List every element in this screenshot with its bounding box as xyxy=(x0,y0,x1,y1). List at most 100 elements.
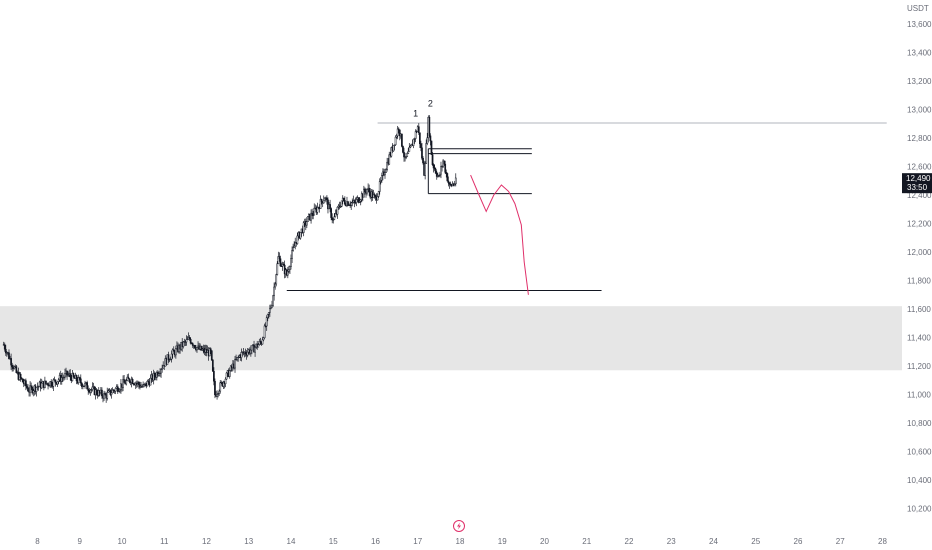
candle xyxy=(344,196,346,206)
candle xyxy=(290,254,292,270)
candle xyxy=(31,385,34,395)
candle xyxy=(398,129,401,141)
candle xyxy=(134,381,137,390)
candle xyxy=(259,337,262,346)
candle xyxy=(372,189,375,199)
candle xyxy=(329,199,331,213)
x-tick-label: 8 xyxy=(35,537,40,546)
candle xyxy=(288,265,290,274)
candle xyxy=(265,315,268,331)
candle xyxy=(200,345,203,351)
x-tick-label: 11 xyxy=(160,537,169,546)
candle xyxy=(269,304,271,317)
candle xyxy=(240,348,243,362)
countdown-value: 33:50 xyxy=(907,183,928,192)
candle xyxy=(364,187,366,195)
candle xyxy=(138,381,140,389)
y-tick-label: 11,000 xyxy=(907,391,931,400)
candle xyxy=(116,384,119,394)
candle xyxy=(114,387,117,395)
candle xyxy=(376,193,379,201)
candle xyxy=(409,145,412,149)
candle xyxy=(64,368,66,380)
candle xyxy=(368,184,371,196)
candle xyxy=(107,388,110,393)
candle xyxy=(131,377,134,385)
candle xyxy=(63,374,65,381)
candle xyxy=(293,241,296,248)
candle xyxy=(254,345,256,357)
candle xyxy=(347,200,349,207)
candle xyxy=(319,195,322,209)
x-tick-label: 28 xyxy=(878,537,887,546)
x-tick-label: 20 xyxy=(540,537,549,546)
candle xyxy=(77,374,80,385)
candle xyxy=(251,345,253,355)
candle xyxy=(262,336,265,342)
candle xyxy=(103,390,105,401)
candle xyxy=(10,353,12,370)
candle xyxy=(66,370,68,380)
candle xyxy=(57,377,60,385)
candle xyxy=(32,388,35,397)
candle xyxy=(415,129,418,134)
candle xyxy=(425,139,428,164)
candle xyxy=(222,380,225,390)
candle xyxy=(447,176,450,187)
candle xyxy=(162,361,165,369)
candle xyxy=(305,217,308,229)
candle xyxy=(91,382,94,392)
lightning-icon[interactable] xyxy=(453,520,465,532)
x-tick-label: 24 xyxy=(709,537,718,546)
candle xyxy=(277,251,280,265)
candle xyxy=(81,382,83,390)
candle xyxy=(201,345,204,352)
candle xyxy=(127,373,130,379)
candle xyxy=(11,362,14,372)
candle xyxy=(159,368,161,377)
candle xyxy=(56,381,59,388)
candle xyxy=(432,163,435,173)
candle xyxy=(119,387,121,394)
x-tick-label: 22 xyxy=(625,537,634,546)
candle xyxy=(29,381,31,397)
candle xyxy=(26,383,28,390)
candle xyxy=(422,156,424,165)
candle xyxy=(167,351,170,363)
candle xyxy=(45,380,47,386)
candle xyxy=(21,378,24,383)
candle xyxy=(86,380,88,390)
candle xyxy=(283,260,286,279)
x-tick-label: 15 xyxy=(329,537,338,546)
candle xyxy=(101,387,103,399)
x-tick-label: 21 xyxy=(582,537,591,546)
candle xyxy=(69,369,72,381)
candle xyxy=(67,371,69,378)
candle xyxy=(250,345,252,357)
candle xyxy=(20,377,23,381)
candle xyxy=(104,391,106,396)
candle xyxy=(123,375,125,383)
candle xyxy=(182,341,185,349)
candle xyxy=(380,172,383,183)
candle xyxy=(312,210,315,220)
candle xyxy=(224,377,227,388)
candle xyxy=(323,197,326,201)
candle xyxy=(448,181,451,189)
candle xyxy=(110,388,113,399)
candle xyxy=(419,132,421,148)
candle xyxy=(275,273,278,287)
candle xyxy=(143,383,146,388)
candle xyxy=(90,388,93,394)
candle xyxy=(429,133,432,146)
x-tick-label: 18 xyxy=(456,537,465,546)
candle xyxy=(351,198,354,207)
candle xyxy=(273,282,275,301)
candle xyxy=(122,375,124,392)
candle xyxy=(296,232,299,245)
y-tick-label: 12,000 xyxy=(907,248,932,257)
candle xyxy=(194,344,196,349)
candle xyxy=(333,213,336,221)
y-tick-label: 10,800 xyxy=(907,419,932,428)
